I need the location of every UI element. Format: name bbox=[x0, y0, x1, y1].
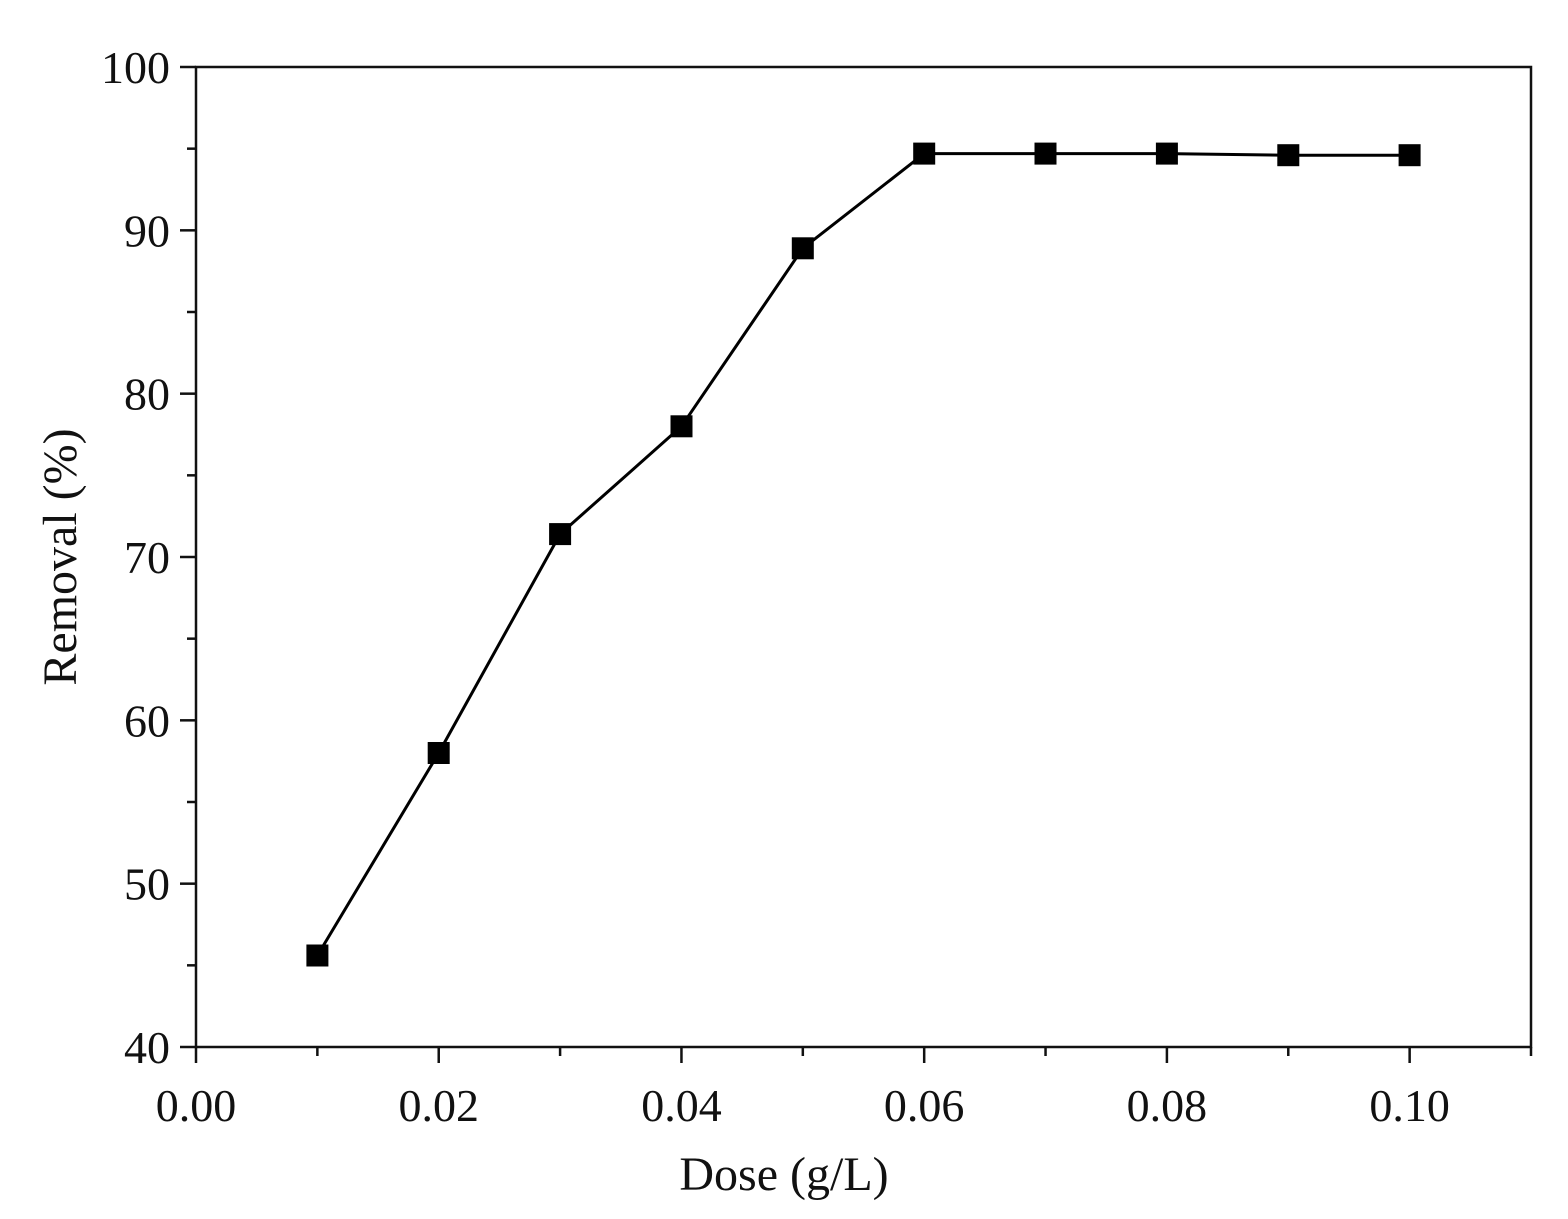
x-tick-label-0.10: 0.10 bbox=[1369, 1080, 1450, 1131]
axis-ticks bbox=[180, 65, 1533, 1063]
y-tick-label-80: 80 bbox=[124, 369, 170, 420]
data-point-7 bbox=[1034, 142, 1057, 165]
y-tick-label-50: 50 bbox=[124, 859, 170, 910]
x-tick-label-0.02: 0.02 bbox=[398, 1080, 479, 1131]
data-point-6 bbox=[913, 142, 936, 165]
data-point-4 bbox=[670, 415, 693, 438]
data-point-8 bbox=[1155, 142, 1178, 165]
data-point-5 bbox=[791, 237, 814, 260]
y-tick-label-70: 70 bbox=[124, 532, 170, 583]
data-point-1 bbox=[306, 944, 329, 967]
series-line-0 bbox=[316, 152, 1410, 957]
x-tick-label-0.08: 0.08 bbox=[1127, 1080, 1208, 1131]
y-axis-title: Removal (%) bbox=[34, 428, 87, 685]
data-point-10 bbox=[1398, 144, 1421, 167]
x-tick-label-0.04: 0.04 bbox=[641, 1080, 722, 1131]
data-point-2 bbox=[427, 742, 450, 764]
data-point-9 bbox=[1277, 144, 1300, 167]
y-tick-label-100: 100 bbox=[101, 42, 170, 93]
x-tick-label-0.00: 0.00 bbox=[156, 1080, 237, 1131]
x-tick-label-0.06: 0.06 bbox=[884, 1080, 965, 1131]
data-series bbox=[306, 142, 1421, 967]
data-point-3 bbox=[549, 523, 572, 546]
tick-labels: 0.00 0.02 0.04 0.06 0.08 0.10 40 50 60 70 80 90 100 bbox=[101, 42, 1450, 1131]
x-axis-title: Dose (g/L) bbox=[679, 1148, 888, 1201]
y-tick-label-60: 60 bbox=[124, 695, 170, 746]
y-tick-label-40: 40 bbox=[124, 1022, 170, 1073]
y-tick-label-90: 90 bbox=[124, 205, 170, 256]
